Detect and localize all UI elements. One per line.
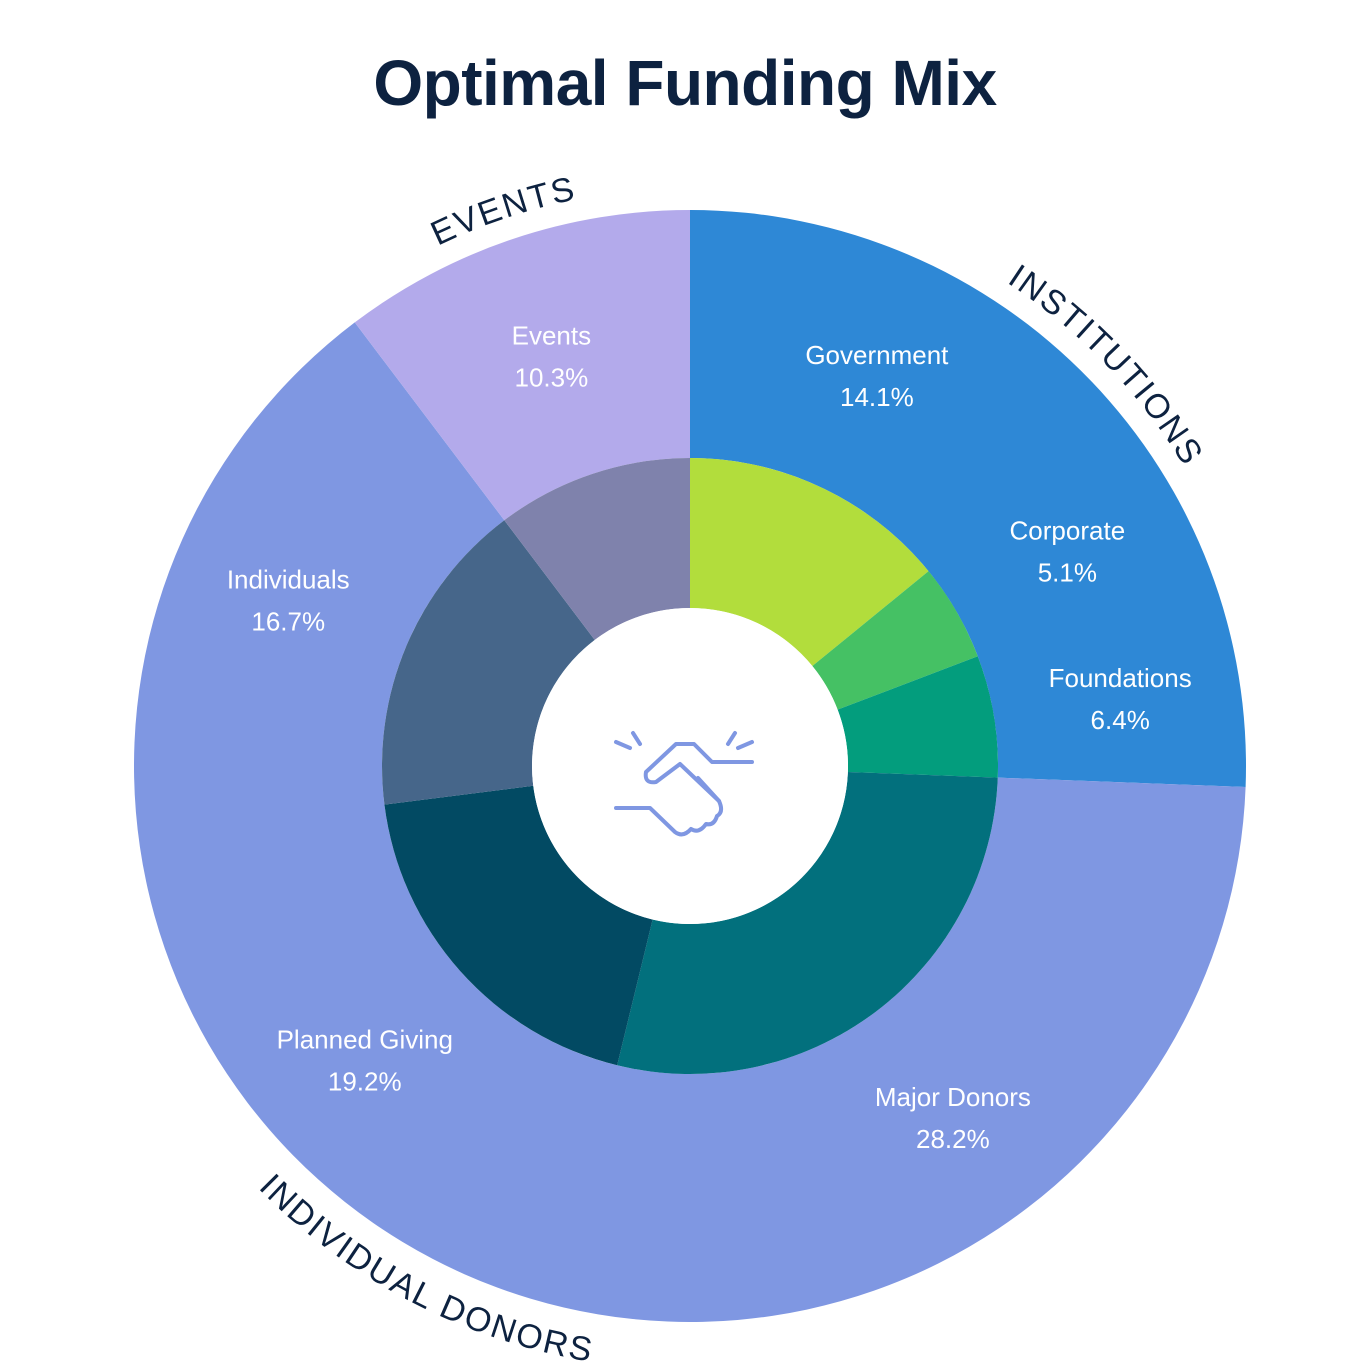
inner-slice-foundations bbox=[837, 656, 998, 778]
inner-slice-major-donors bbox=[617, 771, 998, 1074]
slice-label-planned-giving: Planned Giving bbox=[277, 1024, 453, 1054]
handshake-right-hand bbox=[643, 742, 754, 803]
slice-labels: Government 14.1% Corporate 5.1% Foundations 6… bbox=[227, 321, 1192, 1154]
slice-label-government: Government bbox=[805, 340, 949, 370]
slice-label-events: Events bbox=[512, 321, 592, 351]
handshake-left-hand bbox=[614, 776, 724, 837]
outer-slice-events bbox=[354, 210, 690, 521]
slice-value-planned-giving: 19.2% bbox=[328, 1066, 402, 1096]
inner-slice-government bbox=[690, 458, 929, 667]
slice-label-individuals: Individuals bbox=[227, 565, 350, 595]
chart-title: Optimal Funding Mix bbox=[373, 47, 997, 119]
inner-slice-planned-giving bbox=[384, 785, 653, 1066]
outer-ring bbox=[134, 210, 1247, 1323]
handshake-spark-right bbox=[726, 731, 754, 750]
inner-slice-corporate bbox=[812, 571, 978, 710]
slice-value-foundations: 6.4% bbox=[1091, 705, 1150, 735]
slice-label-major-donors: Major Donors bbox=[875, 1082, 1031, 1112]
center-hole bbox=[532, 608, 848, 924]
outer-slice-individual-donors bbox=[134, 322, 1246, 1323]
slice-label-corporate: Corporate bbox=[1010, 516, 1126, 546]
slice-label-foundations: Foundations bbox=[1049, 663, 1192, 693]
slice-value-events: 10.3% bbox=[514, 363, 588, 393]
slice-value-corporate: 5.1% bbox=[1038, 558, 1097, 588]
slice-value-government: 14.1% bbox=[840, 382, 914, 412]
slice-value-individuals: 16.7% bbox=[251, 607, 325, 637]
inner-slice-events bbox=[504, 458, 690, 640]
inner-slice-individuals bbox=[382, 520, 595, 805]
inner-ring bbox=[382, 458, 998, 1074]
handshake-spark-left bbox=[614, 731, 642, 750]
outer-slice-institutions bbox=[690, 210, 1247, 787]
slice-value-major-donors: 28.2% bbox=[916, 1124, 990, 1154]
handshake-icon bbox=[614, 731, 754, 837]
